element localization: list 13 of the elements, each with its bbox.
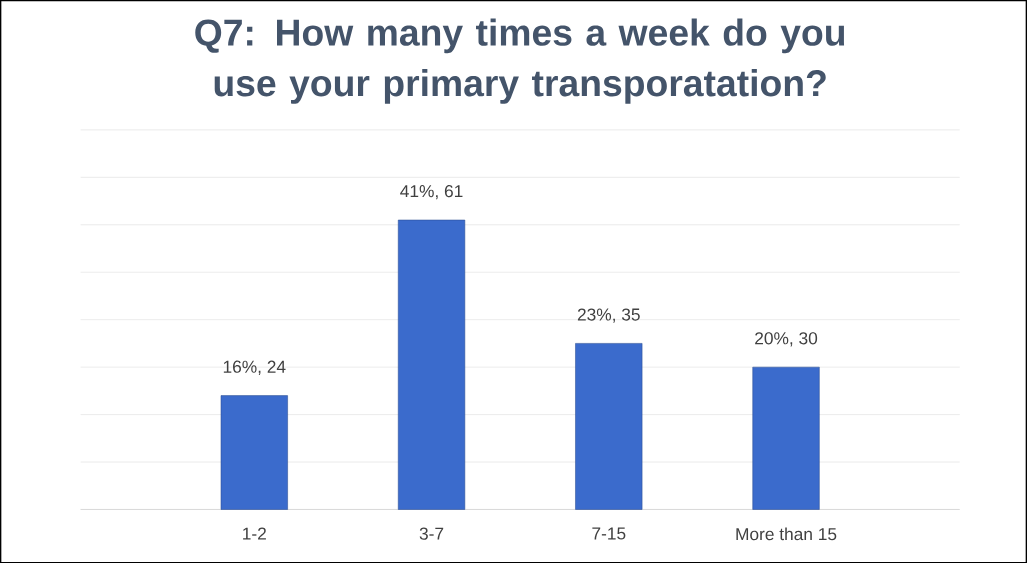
data-label: 20%, 30 bbox=[755, 331, 818, 347]
x-tick-label: More than 15 bbox=[736, 527, 837, 541]
x-tick-label: 1-2 bbox=[243, 527, 266, 540]
chart-title: Q7: How many times a week do you use your primary transporatation? bbox=[195, 18, 845, 104]
data-label: 16%, 24 bbox=[223, 360, 286, 375]
bar bbox=[575, 342, 643, 510]
x-tick-label: 7-15 bbox=[592, 527, 626, 540]
x-tick-label: 3-7 bbox=[419, 527, 444, 540]
bar bbox=[752, 366, 820, 510]
bar bbox=[397, 219, 466, 510]
data-label: 41%, 61 bbox=[400, 184, 463, 200]
data-label: 23%, 35 bbox=[577, 308, 640, 323]
bar bbox=[220, 395, 288, 510]
